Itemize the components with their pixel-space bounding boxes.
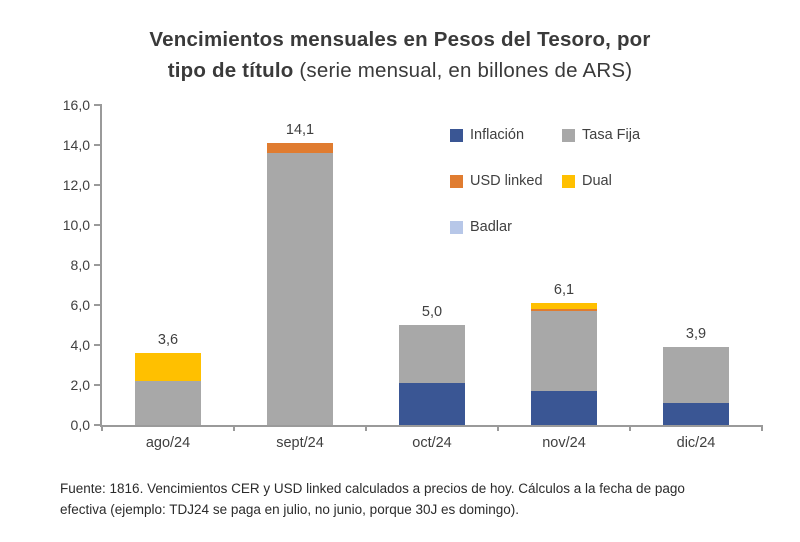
- legend-row: Inflación Tasa Fija: [450, 127, 674, 143]
- bar-segment-dual: [135, 353, 201, 381]
- y-tick-label: 4,0: [70, 337, 90, 353]
- bar-total-label: 3,6: [157, 332, 179, 348]
- legend-item-tasa-fija: Tasa Fija: [562, 127, 666, 143]
- bar-segment-inflaci-n: [531, 391, 597, 425]
- bar-segment-usd-linked: [267, 143, 333, 153]
- y-tick-mark: [94, 344, 102, 346]
- plot-area: 0,0 2,0 4,0 6,0 8,0 10,0 12,0 14,0 16,0 3,6 14,1 5…: [63, 97, 763, 451]
- legend-row: USD linked Dual: [450, 173, 674, 189]
- x-tick-label: sept/24: [276, 435, 324, 451]
- y-tick-label: 10,0: [62, 217, 90, 233]
- bar-segment-tasa-fija: [267, 153, 333, 425]
- bar-oct-24: 5,0: [366, 105, 498, 425]
- x-tick-label: oct/24: [412, 435, 452, 451]
- y-tick-label: 16,0: [62, 97, 90, 113]
- y-tick-label: 0,0: [70, 417, 90, 433]
- legend-label: Dual: [582, 173, 612, 189]
- legend-label: USD linked: [470, 173, 543, 189]
- bar-dic-24: 3,9: [630, 105, 762, 425]
- y-tick-mark: [94, 144, 102, 146]
- legend: Inflación Tasa Fija USD linked Dual Badlar: [450, 127, 674, 235]
- bar-total-label: 5,0: [421, 304, 443, 320]
- legend-row: Badlar: [450, 219, 674, 235]
- bar-total-label: 6,1: [553, 282, 575, 298]
- x-tick-mark: [365, 425, 367, 431]
- y-tick-mark: [94, 424, 102, 426]
- bar-total-label: 14,1: [285, 122, 315, 138]
- bar-segment-tasa-fija: [399, 325, 465, 383]
- bar-segment-inflaci-n: [399, 383, 465, 425]
- x-tick-label: nov/24: [542, 435, 586, 451]
- plot-cells: 3,6 14,1 5,0 6,1 3,9: [102, 105, 762, 425]
- legend-item-dual: Dual: [562, 173, 666, 189]
- y-tick-label: 14,0: [62, 137, 90, 153]
- y-tick-label: 2,0: [70, 377, 90, 393]
- source-note-line2: efectiva (ejemplo: TDJ24 se paga en juli…: [60, 502, 520, 517]
- x-tick-label: ago/24: [145, 435, 191, 451]
- legend-item-inflaci-n: Inflación: [450, 127, 554, 143]
- bar-nov-24: 6,1: [498, 105, 630, 425]
- bar-segment-dual: [531, 303, 597, 309]
- x-tick-mark: [497, 425, 499, 431]
- x-tick-mark: [629, 425, 631, 431]
- x-tick-label: dic/24: [676, 435, 716, 451]
- bar-segment-tasa-fija: [663, 347, 729, 403]
- source-note-line1: Fuente: 1816. Vencimientos CER y USD lin…: [60, 481, 685, 496]
- y-tick-mark: [94, 264, 102, 266]
- legend-item-usd-linked: USD linked: [450, 173, 554, 189]
- chart-subtitle: (serie mensual, en billones de ARS): [299, 59, 633, 82]
- bar-ago-24: 3,6: [102, 105, 234, 425]
- y-axis: 0,0 2,0 4,0 6,0 8,0 10,0 12,0 14,0 16,0: [32, 97, 102, 433]
- x-tick-mark: [101, 425, 103, 431]
- y-tick-label: 8,0: [70, 257, 90, 273]
- legend-label: Inflación: [470, 127, 525, 143]
- bar-sept-24: 14,1: [234, 105, 366, 425]
- chart-title-line1: Vencimientos mensuales en Pesos del Teso…: [149, 28, 651, 51]
- x-tick-mark: [233, 425, 235, 431]
- x-tick-mark: [761, 425, 763, 431]
- legend-label: Badlar: [470, 219, 512, 235]
- legend-swatch-icon: [450, 174, 463, 188]
- y-tick-mark: [94, 224, 102, 226]
- y-tick-mark: [94, 384, 102, 386]
- bar-segment-inflaci-n: [663, 403, 729, 425]
- chart-title-line2-bold: tipo de título: [167, 59, 294, 82]
- x-axis-labels: ago/24 sept/24 oct/24 nov/24 dic/24: [102, 435, 762, 451]
- legend-label: Tasa Fija: [582, 127, 641, 143]
- y-tick-mark: [94, 304, 102, 306]
- legend-swatch-icon: [562, 174, 575, 188]
- legend-swatch-icon: [562, 128, 575, 142]
- bar-total-label: 3,9: [685, 326, 707, 342]
- bar-segment-usd-linked: [531, 309, 597, 311]
- legend-swatch-icon: [450, 220, 463, 234]
- y-tick-mark: [94, 184, 102, 186]
- y-tick-mark: [94, 104, 102, 106]
- bar-segment-tasa-fija: [135, 381, 201, 425]
- y-tick-label: 12,0: [62, 177, 90, 193]
- source-note: Fuente: 1816. Vencimientos CER y USD lin…: [60, 478, 770, 520]
- legend-item-badlar: Badlar: [450, 219, 554, 235]
- y-tick-label: 6,0: [70, 297, 90, 313]
- bar-segment-tasa-fija: [531, 311, 597, 391]
- chart-title: Vencimientos mensuales en Pesos del Teso…: [0, 24, 800, 86]
- legend-swatch-icon: [450, 128, 463, 142]
- chart-title-line2: tipo de título (serie mensual, en billon…: [0, 55, 800, 86]
